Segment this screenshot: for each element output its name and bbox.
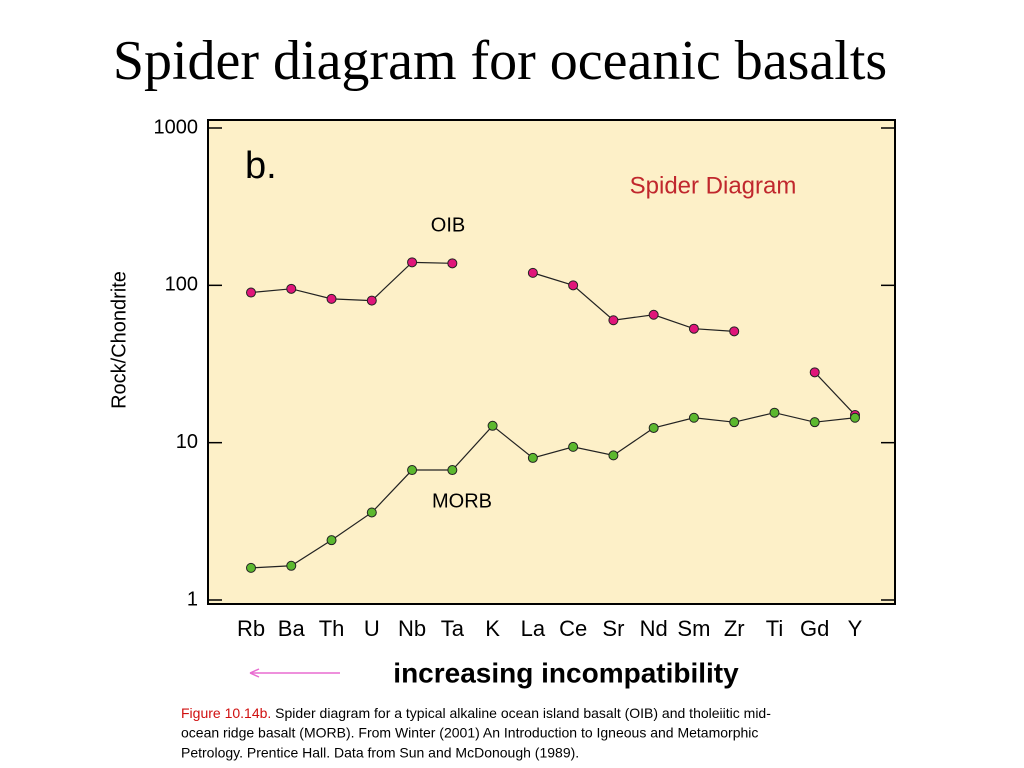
series-line bbox=[532, 272, 735, 332]
data-point bbox=[688, 412, 699, 423]
data-point bbox=[407, 465, 418, 476]
panel-label: b. bbox=[245, 145, 277, 187]
y-tick-label: 100 bbox=[165, 274, 198, 296]
arrow-head bbox=[249, 668, 260, 678]
x-tick-label: K bbox=[485, 616, 500, 641]
data-point bbox=[769, 407, 780, 418]
x-tick-label: La bbox=[521, 616, 546, 641]
caption-lead: Figure 10.14b. bbox=[181, 705, 271, 721]
series-line bbox=[814, 371, 856, 416]
data-point bbox=[608, 450, 619, 461]
data-point bbox=[527, 452, 538, 463]
data-point bbox=[246, 562, 256, 573]
data-point bbox=[366, 507, 377, 518]
x-tick-label: Gd bbox=[800, 616, 829, 641]
data-point bbox=[688, 323, 699, 334]
caption: Figure 10.14b. Spider diagram for a typi… bbox=[181, 705, 771, 721]
plot-area bbox=[207, 119, 896, 605]
x-tick-label: Ce bbox=[559, 616, 587, 641]
data-point bbox=[326, 535, 337, 546]
x-tick-label: Ba bbox=[278, 616, 306, 641]
series-label: OIB bbox=[431, 214, 465, 236]
x-tick-label: Sr bbox=[602, 616, 624, 641]
data-point bbox=[809, 367, 820, 378]
x-tick-label: Nd bbox=[640, 616, 668, 641]
data-point bbox=[568, 441, 579, 452]
data-point bbox=[729, 417, 740, 428]
data-point bbox=[568, 280, 579, 291]
data-point bbox=[648, 422, 659, 433]
data-point bbox=[407, 257, 418, 268]
x-tick-label: Zr bbox=[724, 616, 745, 641]
data-point bbox=[447, 465, 458, 476]
x-tick-label: Rb bbox=[237, 616, 265, 641]
slide-title: Spider diagram for oceanic basalts bbox=[113, 30, 887, 92]
y-tick-label: 10 bbox=[176, 431, 198, 453]
caption-line: Petrology. Prentice Hall. Data from Sun … bbox=[181, 745, 579, 761]
data-point bbox=[246, 287, 256, 298]
x-tick-label: Y bbox=[848, 616, 863, 641]
data-point bbox=[286, 560, 297, 571]
arrow-label: increasing incompatibility bbox=[393, 657, 739, 688]
x-tick-label: Ti bbox=[766, 616, 784, 641]
y-tick-label: 1000 bbox=[154, 116, 199, 138]
chart-title: Spider Diagram bbox=[630, 172, 797, 199]
data-point bbox=[850, 412, 860, 423]
x-tick-label: Th bbox=[319, 616, 345, 641]
data-point bbox=[608, 315, 619, 326]
data-point bbox=[366, 295, 377, 306]
data-point bbox=[487, 420, 498, 431]
x-tick-label: Sm bbox=[677, 616, 710, 641]
x-tick-label: Ta bbox=[441, 616, 465, 641]
caption-line: Spider diagram for a typical alkaline oc… bbox=[271, 705, 771, 721]
series-label: MORB bbox=[432, 490, 492, 512]
y-axis-label: Rock/Chondrite bbox=[108, 271, 130, 409]
caption-line: ocean ridge basalt (MORB). From Winter (… bbox=[181, 725, 758, 741]
data-point bbox=[286, 283, 297, 294]
data-point bbox=[809, 417, 820, 428]
x-tick-label: U bbox=[364, 616, 380, 641]
series-line bbox=[250, 412, 856, 569]
y-tick-label: 1 bbox=[187, 588, 198, 610]
series-line bbox=[250, 261, 453, 302]
data-point bbox=[527, 267, 538, 278]
x-tick-label: Nb bbox=[398, 616, 426, 641]
data-point bbox=[447, 258, 458, 269]
data-point bbox=[648, 309, 659, 320]
data-point bbox=[729, 326, 740, 337]
data-point bbox=[326, 293, 337, 304]
